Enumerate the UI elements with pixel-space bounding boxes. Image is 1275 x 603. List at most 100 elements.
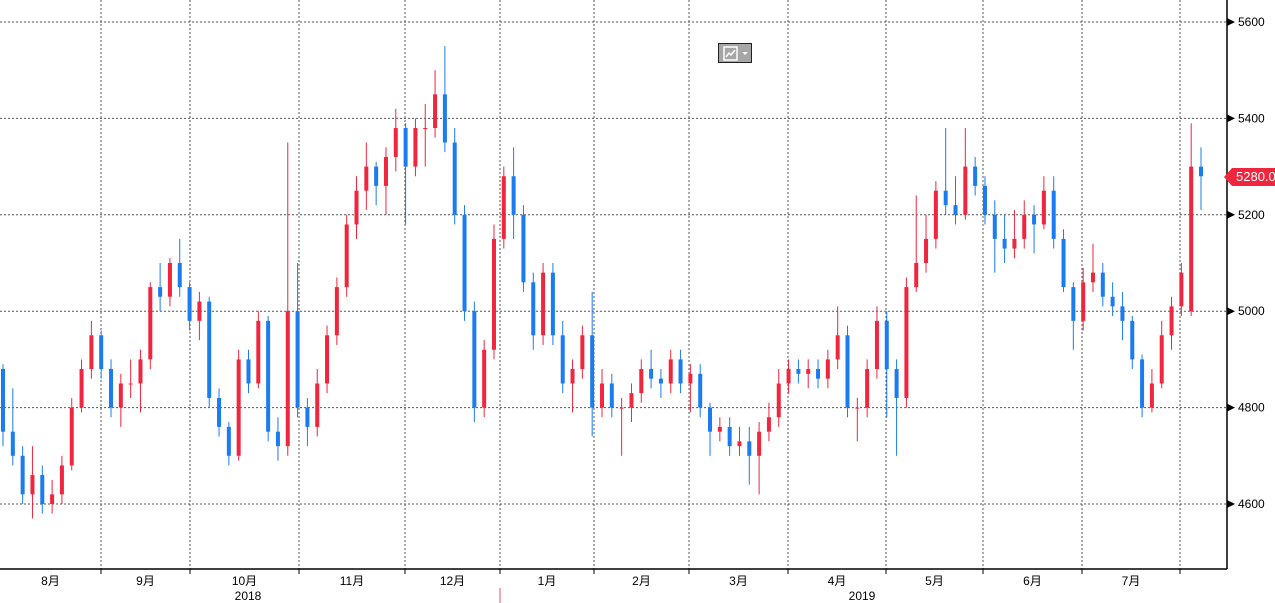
dropdown-arrow-icon [742,52,748,55]
candle-body [217,397,222,427]
candle-body [825,359,830,379]
x-tick-label: 7月 [1122,574,1141,588]
candle-body [1061,238,1066,288]
candle-body [79,369,84,408]
x-tick-label: 3月 [729,574,748,588]
y-tick-label: 5200 [1238,208,1265,222]
candle-body [619,407,624,409]
candle-body [708,407,713,432]
candle-body [452,142,457,215]
candle-body [1032,214,1037,225]
candle-body [658,378,663,384]
y-tick-label: 4600 [1238,497,1265,511]
candle-body [187,287,192,321]
candle-body [315,383,320,427]
candle-body [472,311,477,408]
candle-body [924,238,929,263]
x-tick-label: 12月 [440,574,465,588]
x-tick-label: 5月 [925,574,944,588]
candle-body [246,359,251,384]
candle-body [138,359,143,384]
candle-body [334,287,339,336]
candle-body [914,263,919,288]
x-tick-label: 4月 [828,574,847,588]
candle-body [1179,272,1184,307]
candle-body [806,369,811,374]
candle-body [580,335,585,370]
chart-type-button[interactable] [718,43,752,63]
candle-body [226,426,231,456]
candle-body [275,431,280,447]
candle-body [629,393,634,408]
candle-body [20,455,25,495]
candle-body [118,383,123,408]
candle-body [884,320,889,370]
candle-body [30,475,35,495]
candle-body [383,156,388,186]
candle-body [747,441,752,456]
candle-body [442,94,447,143]
candle-body [1149,383,1154,408]
candle-body [590,335,595,408]
candle-body [158,287,163,297]
candle-body [256,320,261,384]
x-tick-label: 2月 [632,574,651,588]
candle-body [678,359,683,384]
candle-body [109,369,114,408]
candle-body [541,272,546,336]
candle-body [1169,306,1174,336]
candle-body [521,214,526,283]
candle-body [1051,190,1056,239]
candle-body [266,320,271,432]
candle-body [177,263,182,288]
candle-body [511,176,516,215]
candle-body [835,335,840,360]
y-tick-mark [1227,114,1235,123]
candle-body [207,301,212,398]
candle-body [796,369,801,374]
candle-body [982,185,987,215]
candle-body [1,369,5,432]
candle-body [1140,359,1145,408]
candle-body [727,426,732,447]
candle-body [491,238,496,350]
candle-body [128,383,133,385]
line-chart-icon [723,46,748,61]
candle-body [501,176,506,239]
candle-body [1120,306,1125,321]
candle-body [423,128,428,130]
candle-body [698,373,703,408]
candle-body [403,128,408,167]
candle-body [433,94,438,129]
candle-body [354,190,359,225]
candle-body [236,359,241,456]
candle-body [89,335,94,370]
candle-body [285,311,290,447]
candle-body [1199,166,1203,177]
y-tick-mark [1227,307,1235,316]
candle-body [688,373,693,384]
candle-body [953,205,958,215]
candle-body [649,369,654,379]
candle-body [737,441,742,447]
candle-body [1090,272,1095,283]
candle-body [413,128,418,167]
candle-body [69,407,74,466]
y-tick-label: 4800 [1238,401,1265,415]
candle-body [639,369,644,394]
candle-body [865,369,870,408]
candle-body [59,465,64,495]
candle-body [963,166,968,215]
candle-body [1159,335,1164,384]
candle-body [874,320,879,370]
candle-body [325,335,330,384]
y-tick-label: 5400 [1238,111,1265,125]
candle-body [531,282,536,336]
y-tick-mark [1227,18,1235,26]
candle-body [197,301,202,321]
candle-body [148,287,153,360]
candle-body [894,369,899,398]
year-label: 2019 [849,589,876,603]
y-tick-mark [1227,403,1235,412]
y-tick-label: 5600 [1238,15,1265,29]
